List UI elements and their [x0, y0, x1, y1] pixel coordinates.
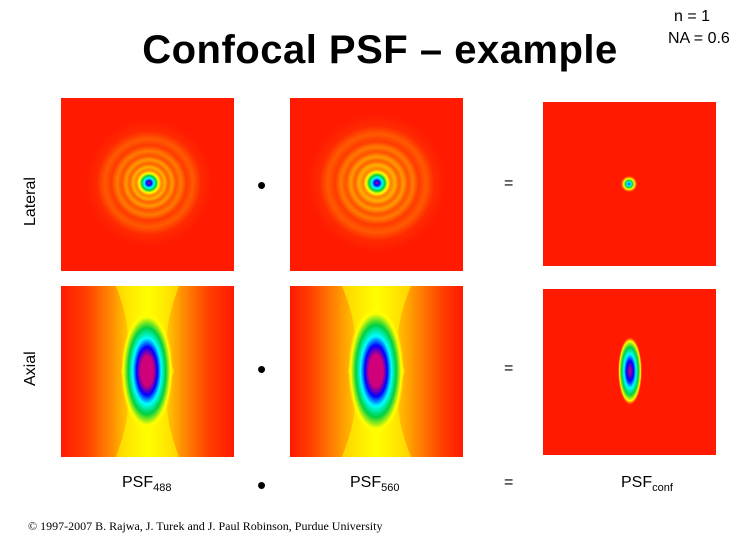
equals-operator-lateral: = — [504, 175, 514, 192]
caption-psf-488: PSF488 — [122, 474, 172, 494]
numerical-aperture: NA = 0.6 — [668, 30, 730, 47]
axial-psf-confocal-image — [543, 289, 716, 455]
multiply-operator-caption: • — [257, 470, 267, 500]
row-label-lateral: Lateral — [22, 177, 39, 226]
lateral-psf-488-image — [61, 98, 234, 271]
equals-operator-caption: = — [504, 474, 514, 491]
lateral-psf-confocal-image — [543, 102, 716, 266]
multiply-operator-lateral: • — [257, 170, 267, 200]
copyright-credit: © 1997-2007 B. Rajwa, J. Turek and J. Pa… — [28, 519, 383, 533]
row-label-axial: Axial — [22, 351, 39, 386]
lateral-psf-560-image — [290, 98, 463, 271]
caption-psf-560: PSF560 — [350, 474, 400, 494]
axial-psf-560-image — [290, 286, 463, 457]
refractive-index: n = 1 — [674, 8, 711, 25]
page-title: Confocal PSF – example — [142, 28, 618, 72]
axial-psf-488-image — [61, 286, 234, 457]
caption-psf-confocal: PSFconf — [621, 474, 673, 494]
parameters: n = 1 NA = 0.6 — [668, 6, 730, 50]
multiply-operator-axial: • — [257, 354, 267, 384]
equals-operator-axial: = — [504, 360, 514, 377]
